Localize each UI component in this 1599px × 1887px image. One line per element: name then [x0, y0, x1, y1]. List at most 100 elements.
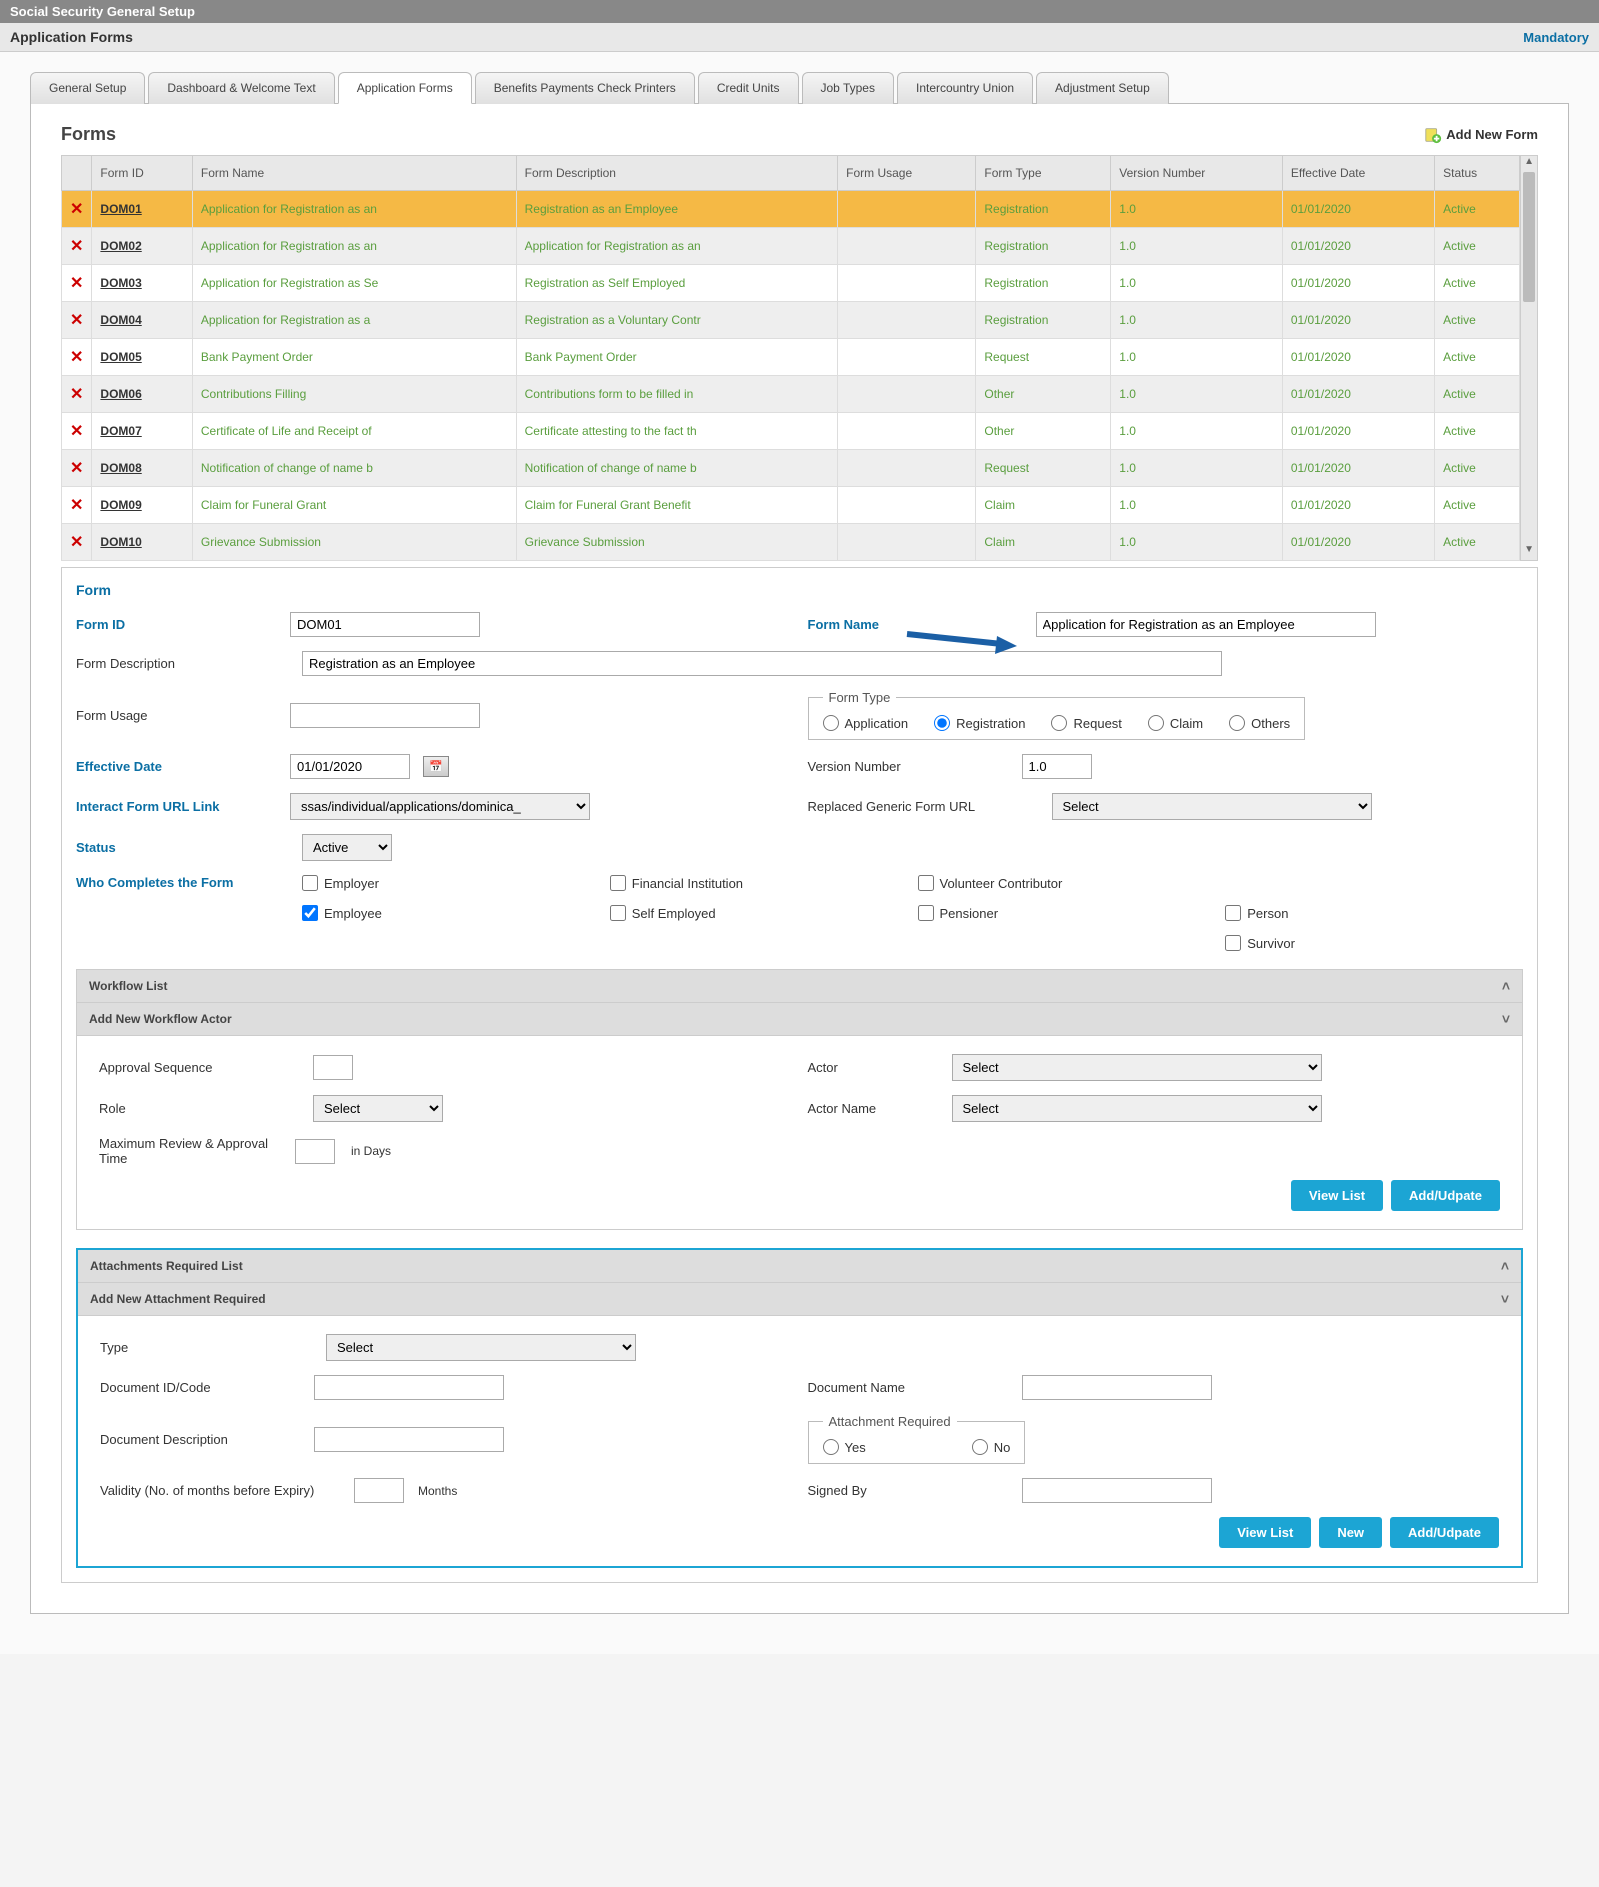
delete-icon[interactable]: ✕ [62, 228, 92, 265]
validity-input[interactable] [354, 1478, 404, 1503]
replaced-url-select[interactable]: Select [1052, 793, 1372, 820]
col-header[interactable]: Form Usage [838, 156, 976, 191]
delete-icon[interactable]: ✕ [62, 413, 92, 450]
delete-icon[interactable]: ✕ [62, 302, 92, 339]
scroll-up-icon[interactable]: ▲ [1521, 156, 1537, 172]
tab-adjustment-setup[interactable]: Adjustment Setup [1036, 72, 1169, 104]
max-review-input[interactable] [295, 1139, 335, 1164]
signedby-input[interactable] [1022, 1478, 1212, 1503]
actor-name-select[interactable]: Select [952, 1095, 1322, 1122]
tab-application-forms[interactable]: Application Forms [338, 72, 472, 104]
tab-intercountry-union[interactable]: Intercountry Union [897, 72, 1033, 104]
actor-name-label: Actor Name [808, 1101, 938, 1116]
chk-financial[interactable]: Financial Institution [610, 875, 908, 891]
col-header[interactable]: Form ID [92, 156, 192, 191]
attreq-no-radio[interactable]: No [972, 1439, 1011, 1455]
calendar-icon[interactable]: 📅 [423, 756, 449, 777]
page-subtitle: Application Forms [10, 29, 133, 45]
col-header[interactable]: Form Name [192, 156, 516, 191]
formtype-application-radio[interactable]: Application [823, 715, 909, 731]
col-header[interactable]: Form Description [516, 156, 838, 191]
table-row[interactable]: ✕DOM02Application for Registration as an… [62, 228, 1520, 265]
formtype-request-radio[interactable]: Request [1051, 715, 1121, 731]
formtype-registration-radio[interactable]: Registration [934, 715, 1025, 731]
tab-general-setup[interactable]: General Setup [30, 72, 145, 104]
table-row[interactable]: ✕DOM10Grievance SubmissionGrievance Subm… [62, 524, 1520, 561]
grid-scrollbar[interactable]: ▲ ▼ [1520, 155, 1538, 561]
delete-icon[interactable]: ✕ [62, 376, 92, 413]
delete-icon[interactable]: ✕ [62, 524, 92, 561]
chk-volunteer[interactable]: Volunteer Contributor [918, 875, 1216, 891]
docname-input[interactable] [1022, 1375, 1212, 1400]
form-usage-input[interactable] [290, 703, 480, 728]
chk-person[interactable]: Person [1225, 905, 1523, 921]
status-select[interactable]: Active [302, 834, 392, 861]
chk-pensioner[interactable]: Pensioner [918, 905, 1216, 921]
delete-icon[interactable]: ✕ [62, 487, 92, 524]
version-input[interactable] [1022, 754, 1092, 779]
delete-icon[interactable]: ✕ [62, 339, 92, 376]
chevron-up-icon[interactable]: ˄ [1501, 1258, 1509, 1274]
table-row[interactable]: ✕DOM07Certificate of Life and Receipt of… [62, 413, 1520, 450]
docdesc-input[interactable] [314, 1427, 504, 1452]
add-workflow-header[interactable]: Add New Workflow Actor [89, 1012, 232, 1026]
add-new-form-button[interactable]: Add New Form [1424, 126, 1538, 144]
col-header[interactable]: Version Number [1111, 156, 1283, 191]
table-row[interactable]: ✕DOM03Application for Registration as Se… [62, 265, 1520, 302]
delete-icon[interactable]: ✕ [62, 191, 92, 228]
docid-input[interactable] [314, 1375, 504, 1400]
chk-survivor[interactable]: Survivor [1225, 935, 1523, 951]
table-row[interactable]: ✕DOM01Application for Registration as an… [62, 191, 1520, 228]
formtype-others-radio[interactable]: Others [1229, 715, 1290, 731]
form-name-input[interactable] [1036, 612, 1376, 637]
mandatory-link[interactable]: Mandatory [1523, 30, 1589, 45]
attreq-yes-radio[interactable]: Yes [823, 1439, 866, 1455]
attachment-required-fieldset: Attachment Required Yes No [808, 1414, 1026, 1464]
role-select[interactable]: Select [313, 1095, 443, 1122]
chevron-up-icon[interactable]: ˄ [1502, 978, 1510, 994]
chevron-down-icon[interactable]: ˅ [1502, 1011, 1510, 1027]
table-row[interactable]: ✕DOM08Notification of change of name bNo… [62, 450, 1520, 487]
tab-benefits-payments-check-printers[interactable]: Benefits Payments Check Printers [475, 72, 695, 104]
page-header: Social Security General Setup [0, 0, 1599, 23]
delete-icon[interactable]: ✕ [62, 265, 92, 302]
form-desc-label: Form Description [76, 656, 286, 671]
workflow-addupdate-button[interactable]: Add/Udpate [1391, 1180, 1500, 1211]
tab-job-types[interactable]: Job Types [802, 72, 894, 104]
delete-icon[interactable]: ✕ [62, 450, 92, 487]
col-header[interactable]: Form Type [976, 156, 1111, 191]
url-select[interactable]: ssas/individual/applications/dominica_ [290, 793, 590, 820]
attach-type-label: Type [100, 1340, 310, 1355]
actor-select[interactable]: Select [952, 1054, 1322, 1081]
replaced-url-label: Replaced Generic Form URL [808, 799, 1038, 814]
add-attachment-header[interactable]: Add New Attachment Required [90, 1292, 266, 1306]
attach-viewlist-button[interactable]: View List [1219, 1517, 1311, 1548]
table-row[interactable]: ✕DOM06Contributions FillingContributions… [62, 376, 1520, 413]
chk-employer[interactable]: Employer [302, 875, 600, 891]
tab-credit-units[interactable]: Credit Units [698, 72, 799, 104]
workflow-viewlist-button[interactable]: View List [1291, 1180, 1383, 1211]
approval-seq-input[interactable] [313, 1055, 353, 1080]
form-id-input[interactable] [290, 612, 480, 637]
attachments-list-header[interactable]: Attachments Required List [90, 1259, 243, 1273]
formtype-claim-radio[interactable]: Claim [1148, 715, 1203, 731]
chk-self-employed[interactable]: Self Employed [610, 905, 908, 921]
chevron-down-icon[interactable]: ˅ [1501, 1291, 1509, 1307]
scroll-down-icon[interactable]: ▼ [1521, 544, 1537, 560]
table-row[interactable]: ✕DOM04Application for Registration as aR… [62, 302, 1520, 339]
forms-grid: Form IDForm NameForm DescriptionForm Usa… [61, 155, 1520, 561]
col-header[interactable]: Status [1435, 156, 1520, 191]
table-row[interactable]: ✕DOM05Bank Payment OrderBank Payment Ord… [62, 339, 1520, 376]
approval-seq-label: Approval Sequence [99, 1060, 299, 1075]
eff-date-input[interactable] [290, 754, 410, 779]
col-header[interactable]: Effective Date [1282, 156, 1434, 191]
attach-addupdate-button[interactable]: Add/Udpate [1390, 1517, 1499, 1548]
table-row[interactable]: ✕DOM09Claim for Funeral GrantClaim for F… [62, 487, 1520, 524]
attach-new-button[interactable]: New [1319, 1517, 1382, 1548]
chk-employee[interactable]: Employee [302, 905, 600, 921]
scroll-thumb[interactable] [1523, 172, 1535, 302]
tab-dashboard-welcome-text[interactable]: Dashboard & Welcome Text [148, 72, 334, 104]
attach-type-select[interactable]: Select [326, 1334, 636, 1361]
workflow-list-header[interactable]: Workflow List [89, 979, 167, 993]
form-desc-input[interactable] [302, 651, 1222, 676]
